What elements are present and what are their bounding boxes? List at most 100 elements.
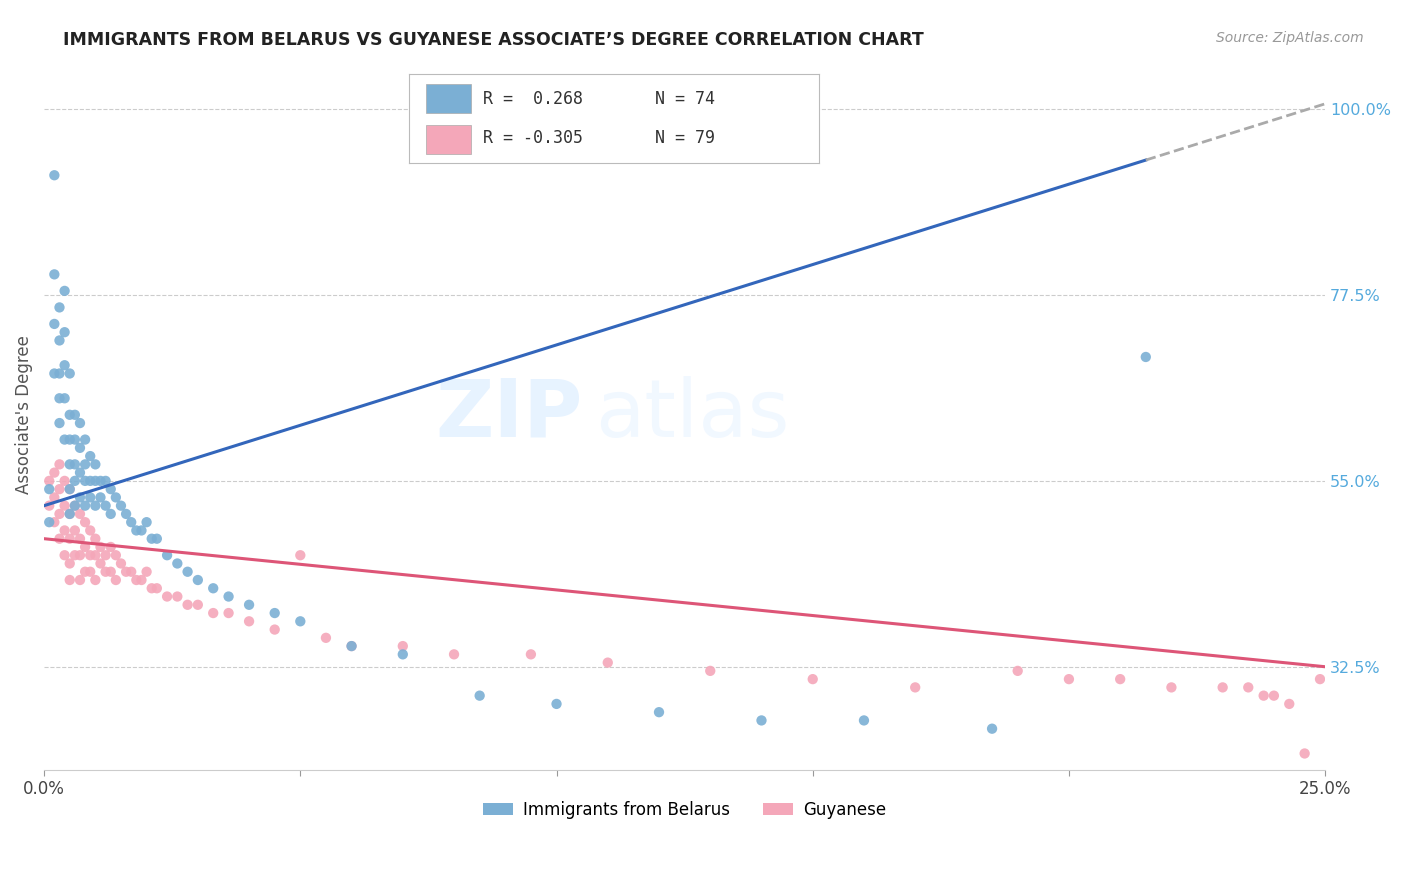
Point	[89, 474, 111, 488]
Point	[79, 548, 101, 562]
Point	[1253, 689, 1275, 703]
Point	[1135, 350, 1157, 364]
Point	[100, 540, 122, 554]
Point	[79, 449, 101, 463]
Point	[79, 491, 101, 505]
Point	[84, 499, 107, 513]
Point	[69, 507, 91, 521]
Point	[48, 334, 70, 348]
Point	[100, 507, 122, 521]
Point	[84, 532, 107, 546]
Point	[391, 639, 413, 653]
Y-axis label: Associate's Degree: Associate's Degree	[15, 335, 32, 494]
Point	[131, 524, 153, 538]
Point	[218, 590, 240, 604]
Legend: Immigrants from Belarus, Guyanese: Immigrants from Belarus, Guyanese	[477, 794, 893, 826]
Point	[48, 391, 70, 405]
Point	[125, 524, 148, 538]
Point	[135, 565, 157, 579]
Point	[69, 491, 91, 505]
Point	[904, 681, 927, 695]
Point	[79, 524, 101, 538]
Point	[53, 548, 76, 562]
Point	[75, 499, 97, 513]
Point	[63, 474, 86, 488]
Point	[75, 565, 97, 579]
Point	[202, 581, 225, 595]
Point	[1278, 697, 1301, 711]
Point	[1007, 664, 1029, 678]
Point	[94, 565, 117, 579]
Point	[48, 367, 70, 381]
Point	[443, 648, 465, 662]
Point	[79, 565, 101, 579]
Point	[166, 557, 188, 571]
Point	[104, 491, 127, 505]
Point	[69, 416, 91, 430]
Point	[59, 507, 82, 521]
Point	[135, 515, 157, 529]
Point	[38, 474, 60, 488]
Point	[75, 458, 97, 472]
Point	[69, 573, 91, 587]
Point	[131, 573, 153, 587]
Point	[44, 367, 66, 381]
Point	[520, 648, 543, 662]
Point	[48, 532, 70, 546]
Point	[63, 524, 86, 538]
Point	[468, 689, 491, 703]
Point	[69, 466, 91, 480]
Point	[59, 433, 82, 447]
Point	[59, 367, 82, 381]
Point	[238, 615, 260, 629]
Point	[63, 408, 86, 422]
Point	[1237, 681, 1260, 695]
Point	[59, 557, 82, 571]
Point	[156, 590, 179, 604]
Point	[89, 540, 111, 554]
Point	[141, 532, 163, 546]
Point	[44, 466, 66, 480]
Point	[391, 648, 413, 662]
Point	[75, 515, 97, 529]
Point	[89, 491, 111, 505]
Point	[69, 441, 91, 455]
Point	[115, 507, 138, 521]
Point	[44, 168, 66, 182]
Point	[1263, 689, 1285, 703]
Point	[59, 507, 82, 521]
Point	[59, 482, 82, 496]
Point	[44, 491, 66, 505]
Point	[1057, 672, 1080, 686]
Point	[59, 458, 82, 472]
Point	[53, 325, 76, 339]
Point	[75, 540, 97, 554]
Point	[48, 416, 70, 430]
Point	[94, 474, 117, 488]
Point	[63, 499, 86, 513]
Point	[100, 565, 122, 579]
Point	[59, 532, 82, 546]
Point	[53, 524, 76, 538]
Point	[125, 573, 148, 587]
Point	[100, 482, 122, 496]
Point	[648, 705, 671, 719]
Point	[801, 672, 824, 686]
Point	[84, 474, 107, 488]
Point	[187, 598, 209, 612]
Point	[84, 548, 107, 562]
Point	[218, 606, 240, 620]
Point	[84, 573, 107, 587]
Point	[596, 656, 619, 670]
Point	[340, 639, 363, 653]
Point	[981, 722, 1004, 736]
Point	[38, 499, 60, 513]
Point	[104, 573, 127, 587]
Point	[751, 714, 773, 728]
Point	[69, 548, 91, 562]
Point	[59, 482, 82, 496]
Text: IMMIGRANTS FROM BELARUS VS GUYANESE ASSOCIATE’S DEGREE CORRELATION CHART: IMMIGRANTS FROM BELARUS VS GUYANESE ASSO…	[63, 31, 924, 49]
Point	[69, 532, 91, 546]
Point	[202, 606, 225, 620]
Point	[44, 515, 66, 529]
